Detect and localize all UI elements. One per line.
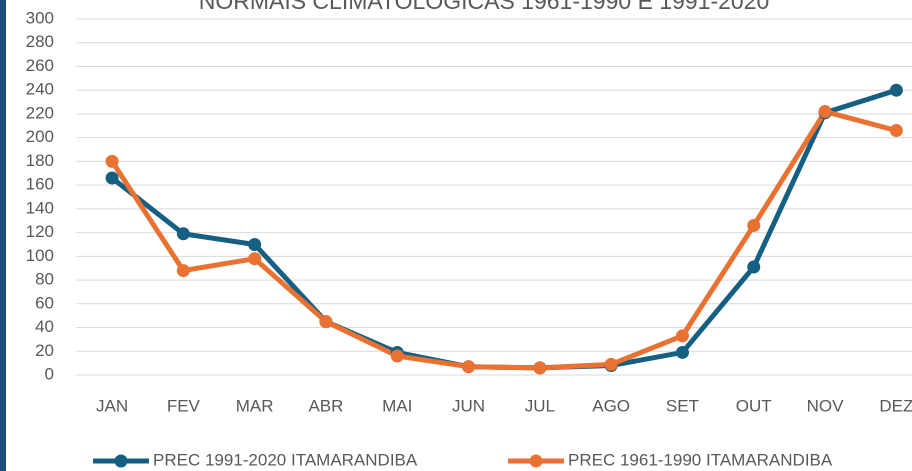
y-tick-label: 180 bbox=[26, 151, 54, 170]
point-marker bbox=[105, 154, 119, 168]
x-tick-label: MAI bbox=[382, 396, 412, 415]
chart-title: NORMAIS CLIMATOLÓGICAS 1961-1990 E 1991-… bbox=[199, 0, 770, 14]
y-tick-label: 200 bbox=[26, 127, 54, 146]
point-marker bbox=[889, 83, 903, 97]
x-tick-label: JUN bbox=[452, 396, 485, 415]
legend-marker bbox=[114, 454, 128, 468]
y-tick-label: 280 bbox=[26, 32, 54, 51]
window-edge bbox=[0, 0, 6, 471]
point-marker bbox=[675, 329, 689, 343]
x-tick-label: SET bbox=[666, 396, 699, 415]
legend-label: PREC 1991-2020 ITAMARANDIBA bbox=[153, 450, 418, 469]
y-tick-label: 40 bbox=[35, 317, 54, 336]
point-marker bbox=[533, 361, 547, 375]
series-line bbox=[110, 87, 898, 371]
point-marker bbox=[319, 315, 333, 329]
point-marker bbox=[248, 252, 262, 266]
point-marker bbox=[105, 171, 119, 185]
legend-label: PREC 1961-1990 ITAMARANDIBA bbox=[568, 450, 833, 469]
x-tick-label: ABR bbox=[308, 396, 343, 415]
point-marker bbox=[747, 218, 761, 232]
point-marker bbox=[176, 227, 190, 241]
y-tick-label: 60 bbox=[35, 293, 54, 312]
series-line bbox=[109, 109, 897, 371]
point-marker bbox=[390, 349, 404, 363]
point-marker bbox=[818, 105, 832, 119]
point-marker bbox=[176, 264, 190, 278]
y-tick-label: 220 bbox=[26, 103, 54, 122]
y-tick-label: 20 bbox=[35, 341, 54, 360]
x-tick-label: AGO bbox=[592, 396, 630, 415]
point-marker bbox=[248, 237, 262, 251]
x-tick-label: MAR bbox=[236, 396, 274, 415]
x-tick-label: OUT bbox=[736, 396, 772, 415]
x-tick-label: FEV bbox=[167, 396, 201, 415]
x-tick-label: DEZ bbox=[879, 396, 912, 415]
legend-marker bbox=[529, 454, 543, 468]
y-tick-label: 140 bbox=[26, 198, 54, 217]
point-marker bbox=[675, 345, 689, 359]
point-marker bbox=[462, 360, 476, 374]
y-tick-label: 260 bbox=[26, 56, 54, 75]
y-tick-label: 120 bbox=[26, 222, 54, 241]
y-tick-label: 160 bbox=[26, 175, 54, 194]
x-tick-label: NOV bbox=[807, 396, 845, 415]
y-tick-label: 80 bbox=[35, 270, 54, 289]
point-marker bbox=[747, 260, 761, 274]
point-marker bbox=[889, 124, 903, 138]
y-tick-label: 100 bbox=[26, 246, 54, 265]
point-marker bbox=[604, 357, 618, 371]
x-tick-label: JUL bbox=[525, 396, 555, 415]
y-tick-label: 240 bbox=[26, 80, 54, 99]
y-tick-label: 300 bbox=[26, 8, 54, 27]
y-tick-label: 0 bbox=[45, 364, 54, 383]
x-tick-label: JAN bbox=[96, 396, 128, 415]
